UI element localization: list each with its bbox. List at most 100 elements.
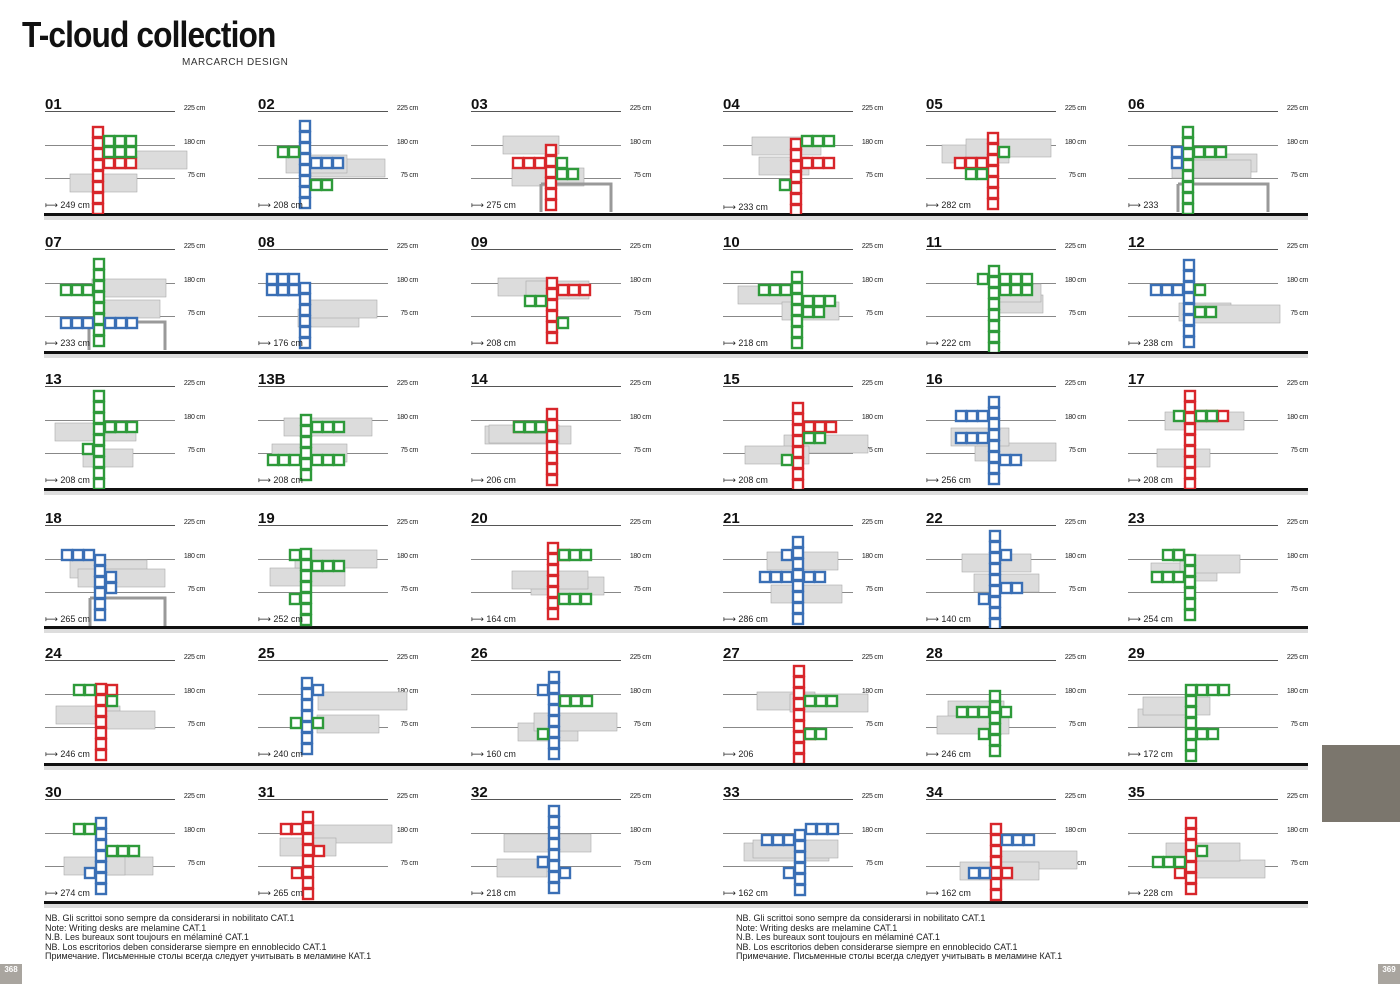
shelf-module (545, 418, 559, 432)
shelf-module (94, 682, 108, 696)
shelf-module (92, 477, 106, 489)
row-divider (44, 901, 1308, 904)
shelf-module (299, 468, 313, 482)
note-ru: Примечание. Письменные столы всегда след… (736, 951, 1063, 962)
height-line (471, 833, 621, 834)
width-value: 162 cm (738, 888, 768, 898)
composition-04: 04 225 cm 180 cm 75 cm ⟼ 233 cm (723, 96, 883, 226)
height-line (258, 799, 388, 800)
width-value: 246 cm (60, 749, 90, 759)
shelf-module (70, 316, 84, 330)
height-line (723, 178, 853, 179)
grey-panel (316, 714, 380, 734)
note-es: NB. Los escritorios deben considerarse s… (736, 941, 1018, 952)
shelf-module (976, 272, 990, 286)
shelf-module (276, 283, 290, 297)
composition-number: 23 (1128, 510, 1145, 527)
shelf-module (1183, 608, 1197, 622)
height-label: 180 cm (861, 139, 883, 146)
shelf-module (113, 145, 127, 159)
width-value: 218 cm (486, 888, 516, 898)
shelf-module (544, 154, 558, 168)
width-value: 286 cm (738, 614, 768, 624)
shelf-module (311, 716, 325, 730)
composition-width: ⟼ 275 cm (471, 200, 516, 211)
composition-drawing (941, 131, 1052, 211)
shelf-module (91, 158, 105, 172)
height-label: 180 cm (1064, 277, 1086, 284)
shelf-module (1184, 716, 1198, 730)
shelf-module (301, 876, 315, 890)
shelf-module (544, 198, 558, 212)
shelf-module (1194, 409, 1208, 423)
width-arrow-icon: ⟼ (723, 475, 739, 485)
composition-number: 19 (258, 510, 275, 527)
shelf-module (782, 866, 796, 880)
height-label: 75 cm (1290, 860, 1308, 867)
width-arrow-icon: ⟼ (258, 749, 274, 759)
width-arrow-icon: ⟼ (926, 888, 942, 898)
shelf-module (547, 815, 561, 829)
shelf-module (102, 156, 116, 170)
shelf-module (1170, 145, 1184, 159)
shelf-module (545, 309, 559, 323)
shelf-module (94, 693, 108, 707)
shelf-module (546, 541, 560, 555)
shelf-module (125, 316, 139, 330)
composition-21: 21 225 cm 180 cm 75 cm ⟼ 286 cm (723, 510, 883, 640)
shelf-module (1172, 409, 1186, 423)
composition-16: 16 225 cm 180 cm 75 cm ⟼ 256 cm (926, 371, 1086, 501)
height-line (45, 111, 175, 112)
width-value: 208 cm (486, 338, 516, 348)
width-value: 176 cm (273, 338, 303, 348)
composition-number: 08 (258, 234, 275, 251)
shelf-module (793, 828, 807, 842)
shelf-module (988, 540, 1002, 554)
shelf-module (300, 742, 314, 756)
shelf-module (92, 411, 106, 425)
width-value: 222 cm (941, 338, 971, 348)
height-label: 180 cm (1286, 827, 1308, 834)
height-line (258, 145, 388, 146)
shelf-module (778, 178, 792, 192)
shelf-module (987, 264, 1001, 278)
shelf-module (814, 694, 828, 708)
shelf-module (1206, 683, 1220, 697)
height-label: 75 cm (400, 447, 418, 454)
shelf-module (547, 804, 561, 818)
shelf-module (113, 134, 127, 148)
height-label: 75 cm (633, 721, 651, 728)
composition-number: 12 (1128, 234, 1145, 251)
composition-number: 28 (926, 645, 943, 662)
shelf-module (544, 143, 558, 157)
shelf-module (555, 156, 569, 170)
height-label: 180 cm (396, 277, 418, 284)
shelf-module (299, 424, 313, 438)
shelf-module (791, 535, 805, 549)
shelf-module (1182, 258, 1196, 272)
shelf-module (558, 866, 572, 880)
shelf-module (988, 606, 1002, 620)
shelf-module (986, 164, 1000, 178)
shelf-module (967, 866, 981, 880)
composition-number: 04 (723, 96, 740, 113)
width-value: 140 cm (941, 614, 971, 624)
height-label: 225 cm (183, 654, 205, 661)
shelf-module (976, 409, 990, 423)
width-arrow-icon: ⟼ (471, 475, 487, 485)
shelf-module (826, 822, 840, 836)
shelf-module (791, 467, 805, 481)
composition-number: 16 (926, 371, 943, 388)
shelf-module (545, 407, 559, 421)
composition-number: 14 (471, 371, 488, 388)
height-label: 180 cm (183, 277, 205, 284)
composition-27: 27 225 cm 180 cm 75 cm ⟼ 206 (723, 645, 883, 775)
shelf-module (987, 330, 1001, 344)
shelf-module (94, 726, 108, 740)
shelf-module (298, 174, 312, 188)
shelf-module (289, 716, 303, 730)
height-label: 225 cm (861, 793, 883, 800)
height-label: 180 cm (183, 827, 205, 834)
height-label: 75 cm (865, 172, 883, 179)
shelf-module (332, 420, 346, 434)
